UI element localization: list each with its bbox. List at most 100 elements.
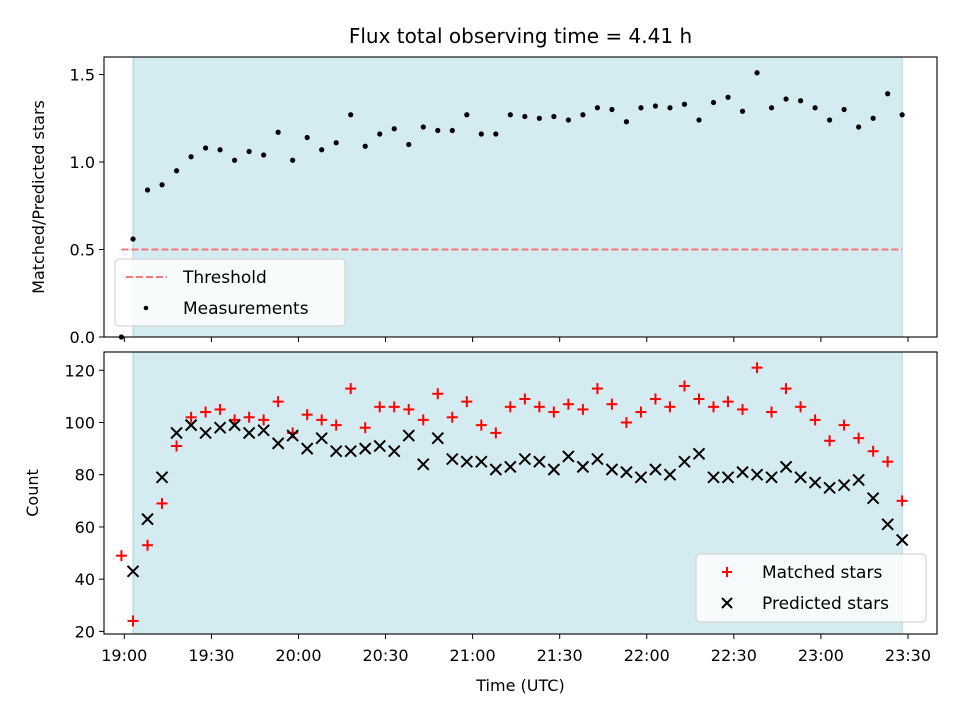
x-tick-label: 22:30 bbox=[711, 646, 757, 665]
y-tick-label: 1.0 bbox=[70, 153, 95, 172]
y-tick-label: 100 bbox=[64, 414, 95, 433]
matched-star-point bbox=[853, 432, 865, 444]
measurement-point bbox=[638, 105, 644, 111]
measurement-point bbox=[652, 103, 659, 109]
legend-measurements-label: Measurements bbox=[183, 299, 309, 319]
y-tick-label: 80 bbox=[75, 466, 95, 485]
measurement-point bbox=[739, 108, 746, 114]
matched-star-point bbox=[229, 414, 241, 426]
predicted-star-point bbox=[736, 465, 749, 479]
predicted-star-point bbox=[300, 442, 314, 455]
predicted-star-point bbox=[605, 463, 619, 476]
predicted-star-point bbox=[663, 468, 677, 481]
measurement-point bbox=[856, 124, 862, 130]
predicted-star-point bbox=[475, 455, 488, 468]
predicted-star-point bbox=[257, 424, 270, 437]
measurement-point bbox=[667, 105, 673, 111]
predicted-star-point bbox=[242, 426, 256, 440]
matched-star-point bbox=[127, 615, 139, 627]
predicted-star-point bbox=[576, 460, 590, 474]
matched-star-point bbox=[417, 414, 429, 426]
measurement-point bbox=[246, 148, 252, 155]
matched-star-point bbox=[142, 539, 154, 551]
predicted-star-point bbox=[431, 431, 444, 445]
predicted-star-point bbox=[852, 473, 865, 487]
matched-star-point bbox=[461, 396, 473, 408]
measurement-point bbox=[899, 112, 905, 118]
matched-star-point bbox=[751, 362, 763, 374]
predicted-star-point bbox=[866, 492, 880, 505]
matched-star-point bbox=[171, 440, 183, 452]
predicted-star-point bbox=[359, 442, 372, 455]
predicted-star-point bbox=[823, 481, 836, 494]
matched-star-point bbox=[374, 401, 386, 413]
predicted-star-point bbox=[126, 565, 140, 578]
matched-star-point bbox=[548, 406, 560, 418]
legend-threshold-label: Threshold bbox=[182, 268, 267, 288]
predicted-star-point bbox=[271, 437, 285, 450]
measurement-point bbox=[420, 124, 426, 130]
measurement-point bbox=[377, 131, 383, 137]
measurement-point bbox=[609, 106, 615, 113]
measurement-point bbox=[522, 113, 528, 120]
predicted-star-point bbox=[721, 471, 735, 484]
matched-star-point bbox=[504, 401, 516, 413]
y-tick-label: 0.5 bbox=[70, 241, 95, 260]
predicted-star-point bbox=[794, 471, 807, 484]
predicted-star-point bbox=[141, 512, 154, 526]
predicted-star-point bbox=[184, 418, 198, 432]
matched-star-point bbox=[533, 401, 545, 413]
matched-star-point bbox=[115, 550, 127, 562]
predicted-star-point bbox=[808, 476, 822, 489]
matched-star-point bbox=[243, 411, 255, 423]
predicted-star-point bbox=[692, 447, 706, 461]
predicted-star-point bbox=[329, 445, 343, 458]
matched-star-point bbox=[562, 398, 574, 410]
measurement-point bbox=[870, 115, 876, 121]
measurement-point bbox=[391, 126, 397, 132]
measurement-point bbox=[696, 117, 702, 123]
matched-star-point bbox=[475, 419, 487, 431]
y-tick-label: 1.5 bbox=[70, 66, 95, 85]
matched-star-point bbox=[316, 414, 328, 426]
matched-star-point bbox=[214, 403, 226, 415]
matched-star-point bbox=[664, 401, 676, 413]
predicted-star-point bbox=[199, 426, 212, 440]
measurement-point bbox=[797, 98, 804, 104]
matched-star-point bbox=[200, 406, 212, 418]
matched-star-point bbox=[867, 445, 879, 457]
measurement-point bbox=[188, 154, 194, 160]
measurement-point bbox=[710, 99, 717, 106]
bottom-legend: Matched stars Predicted stars bbox=[695, 553, 927, 623]
matched-star-point bbox=[577, 403, 589, 415]
matched-star-point bbox=[519, 393, 531, 405]
predicted-star-point bbox=[678, 455, 691, 468]
matched-star-point bbox=[795, 401, 807, 413]
measurement-point bbox=[754, 70, 760, 76]
matched-star-point bbox=[620, 417, 632, 428]
matched-star-point bbox=[490, 427, 502, 439]
predicted-star-point bbox=[562, 450, 575, 463]
matched-star-point bbox=[359, 422, 371, 434]
measurement-point bbox=[565, 117, 571, 123]
predicted-star-point bbox=[402, 429, 415, 442]
legend-predicted-swatch bbox=[721, 597, 733, 609]
measurement-point bbox=[623, 119, 630, 125]
matched-star-point bbox=[824, 435, 836, 447]
measurement-point bbox=[144, 187, 151, 193]
matched-star-point bbox=[403, 403, 415, 415]
matched-star-point bbox=[635, 406, 647, 418]
matched-star-point bbox=[722, 396, 734, 408]
measurement-point bbox=[362, 143, 368, 149]
predicted-star-point bbox=[344, 445, 357, 458]
matched-star-point bbox=[345, 383, 357, 395]
predicted-star-point bbox=[591, 452, 604, 466]
predicted-star-point bbox=[518, 452, 532, 466]
matched-star-point bbox=[388, 401, 400, 413]
measurement-point bbox=[580, 112, 586, 118]
measurement-point bbox=[217, 147, 223, 153]
chart-title: Flux total observing time = 4.41 h bbox=[349, 24, 692, 48]
y-tick-label: 60 bbox=[75, 518, 95, 537]
x-tick-label: 19:00 bbox=[101, 646, 147, 665]
measurement-point bbox=[159, 182, 165, 188]
